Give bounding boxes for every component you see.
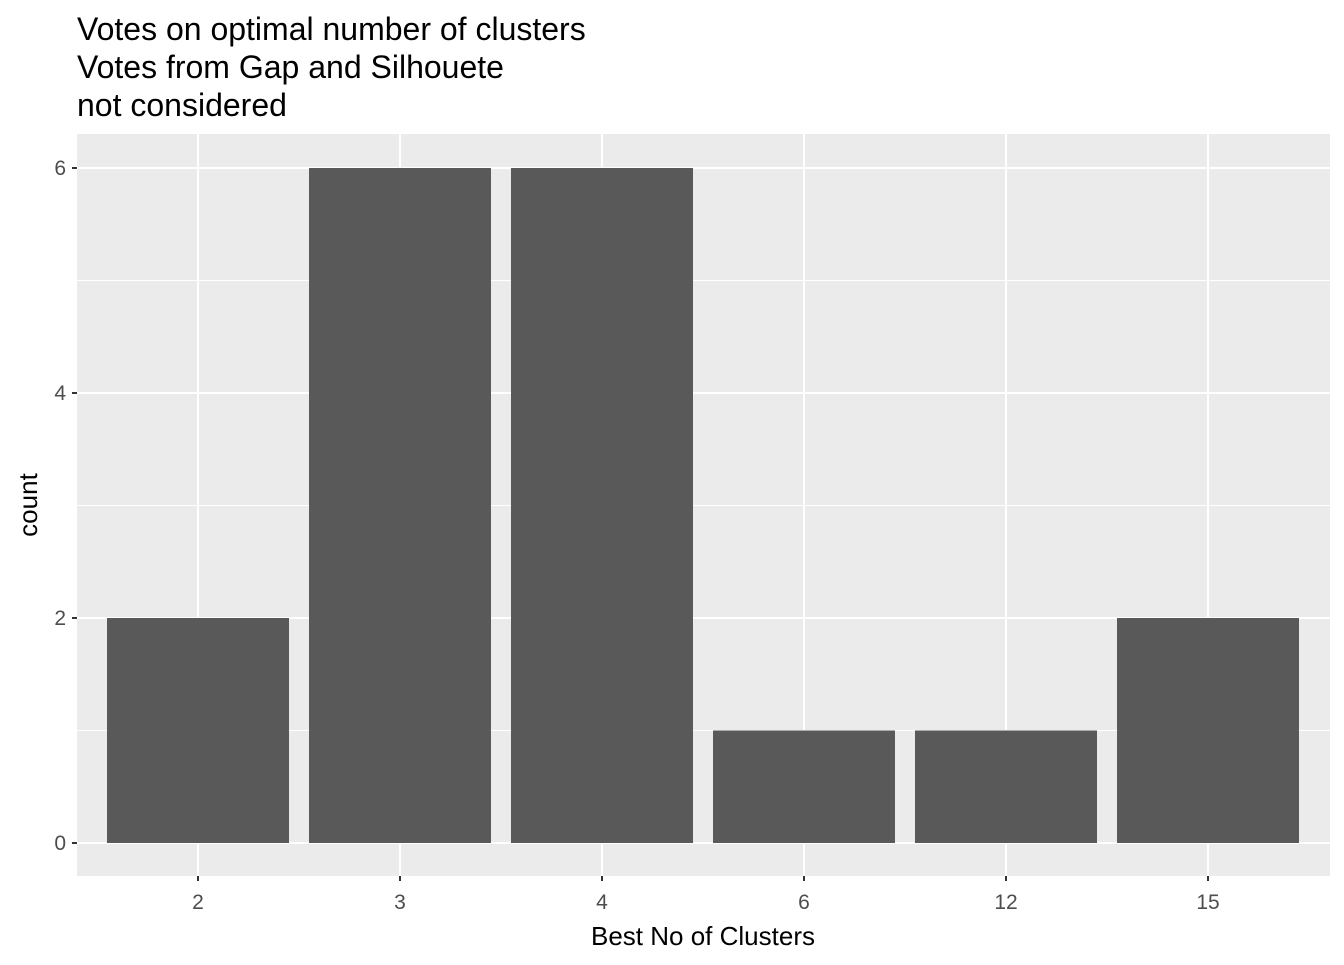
bar-15	[1117, 618, 1299, 843]
x-tick-label: 4	[596, 891, 608, 914]
y-axis: 0 2 4 6	[54, 157, 77, 855]
bar-6	[713, 730, 895, 843]
y-tick-label: 2	[54, 607, 66, 630]
bar-3	[309, 168, 491, 843]
y-tick-label: 0	[54, 832, 66, 855]
x-tick-label: 2	[192, 891, 204, 914]
x-axis-title: Best No of Clusters	[591, 921, 815, 951]
chart-title-line-1: Votes on optimal number of clusters	[77, 11, 586, 47]
bar-2	[107, 618, 289, 843]
bar-12	[915, 730, 1097, 843]
x-tick-label: 12	[994, 891, 1017, 914]
chart-title: Votes on optimal number of clusters Vote…	[77, 11, 586, 123]
y-tick-label: 4	[54, 382, 66, 405]
x-tick-label: 15	[1196, 891, 1219, 914]
x-axis: 2 3 4 6 12 15	[192, 876, 1220, 914]
bar-4	[511, 168, 693, 843]
y-axis-title: count	[13, 472, 43, 536]
chart-title-line-2: Votes from Gap and Silhouete	[77, 49, 504, 85]
chart-title-line-3: not considered	[77, 87, 287, 123]
x-tick-label: 3	[394, 891, 406, 914]
x-tick-label: 6	[798, 891, 810, 914]
y-tick-label: 6	[54, 157, 66, 180]
bars	[107, 168, 1299, 843]
